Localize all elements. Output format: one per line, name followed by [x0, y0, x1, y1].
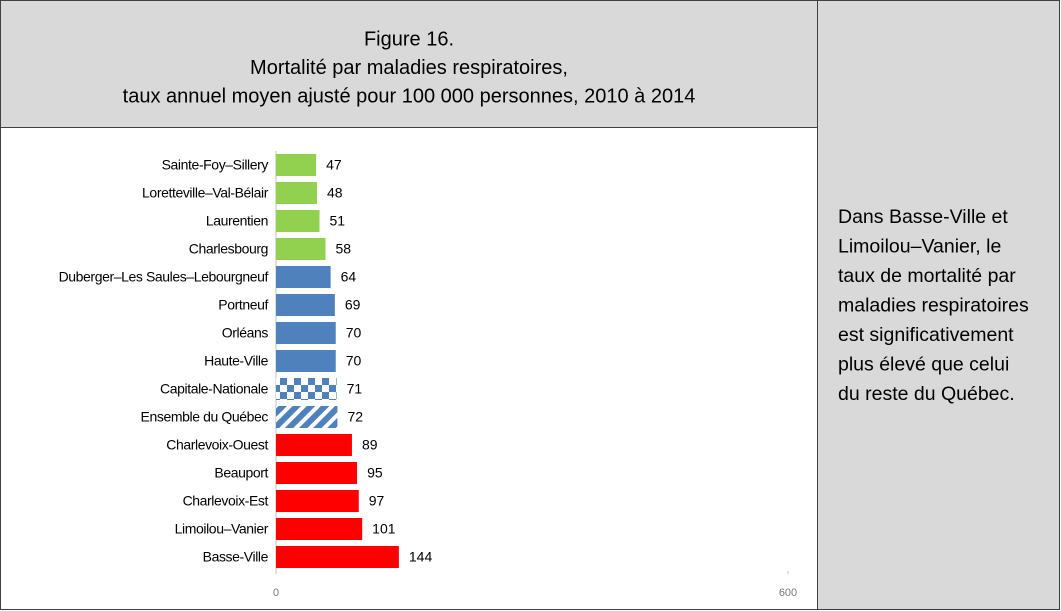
value-label: 47	[326, 157, 342, 173]
value-label: 51	[330, 213, 346, 229]
bar	[276, 266, 331, 288]
y-tick-label: Charlevoix-Est	[183, 493, 269, 509]
bar	[276, 350, 336, 372]
y-tick-label: Capitale-Nationale	[160, 381, 269, 397]
bar	[276, 294, 335, 316]
y-tick-label: Duberger–Les Saules–Lebourgneuf	[59, 269, 269, 285]
value-label: 70	[346, 325, 362, 341]
y-tick-label: Portneuf	[218, 297, 268, 313]
value-label: 71	[347, 381, 363, 397]
side-note: taux de mortalité par	[838, 265, 1016, 287]
value-label: 97	[369, 493, 385, 509]
bar	[276, 154, 317, 176]
x-tick-label: 0	[273, 587, 279, 599]
value-label: 95	[367, 465, 383, 481]
y-tick-label: Limoilou–Vanier	[175, 521, 269, 537]
bar	[276, 518, 363, 540]
value-label: 48	[327, 185, 343, 201]
side-note: Dans Basse-Ville et	[838, 206, 1008, 228]
y-tick-label: Ensemble du Québec	[141, 409, 269, 425]
y-tick-label: Charlevoix-Ouest	[166, 437, 268, 453]
bar	[276, 490, 359, 512]
header-box	[0, 0, 818, 128]
chart-title: Figure 16.	[364, 28, 454, 50]
chart-title: Mortalité par maladies respiratoires,	[250, 57, 568, 79]
bar	[276, 462, 358, 484]
value-label: 89	[362, 437, 378, 453]
bar	[276, 182, 317, 204]
y-tick-label: Laurentien	[206, 213, 268, 229]
y-tick-label: Charlesbourg	[189, 241, 268, 257]
bar	[276, 210, 320, 232]
bar	[276, 322, 336, 344]
bar	[276, 238, 326, 260]
side-note: Limoilou–Vanier, le	[838, 236, 1001, 258]
side-note: est significativement	[838, 324, 1014, 346]
value-label: 64	[341, 269, 357, 285]
value-label: 58	[335, 241, 351, 257]
bar	[276, 406, 338, 428]
y-tick-label: Basse-Ville	[203, 549, 269, 565]
y-tick-label: Haute-Ville	[204, 353, 268, 369]
bar	[276, 546, 399, 568]
bar	[276, 378, 337, 400]
side-box	[817, 0, 1060, 610]
y-tick-label: Beauport	[214, 465, 268, 481]
value-label: 101	[372, 521, 396, 537]
chart-title: taux annuel moyen ajusté pour 100 000 pe…	[123, 85, 696, 107]
value-label: 70	[346, 353, 362, 369]
y-tick-label: Loretteville–Val-Bélair	[142, 185, 269, 201]
x-tick-label: 600	[779, 587, 797, 599]
side-note: du reste du Québec.	[838, 383, 1015, 405]
side-note: maladies respiratoires	[838, 295, 1029, 317]
value-label: 144	[409, 549, 433, 565]
side-note: plus élevé que celui	[838, 354, 1009, 376]
y-tick-label: Sainte-Foy–Sillery	[162, 157, 269, 173]
chart-box	[0, 127, 818, 610]
value-label: 72	[347, 409, 363, 425]
y-tick-label: Orléans	[222, 325, 269, 341]
bar	[276, 434, 352, 456]
chart: Figure 16. Mortalité par maladies respira…	[59, 28, 1029, 599]
value-label: 69	[345, 297, 361, 313]
